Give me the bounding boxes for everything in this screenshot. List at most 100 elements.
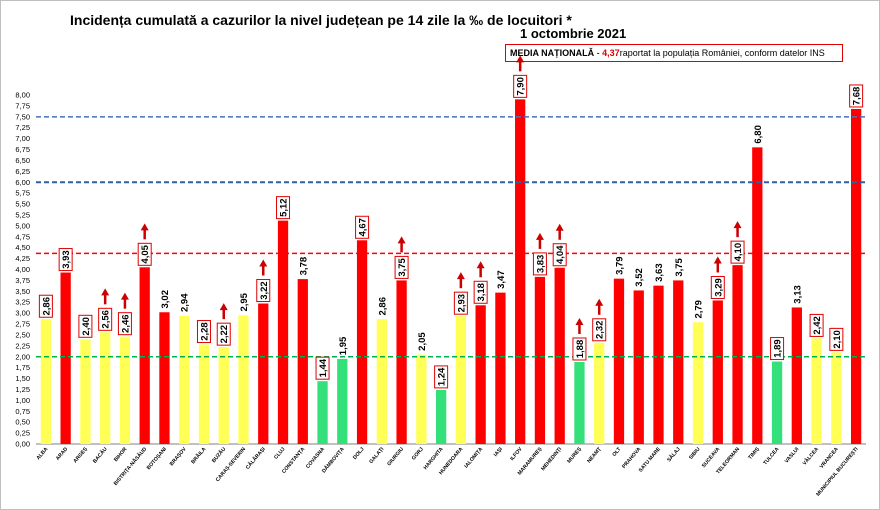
up-arrow-head-icon: [476, 261, 485, 269]
category-label: NEAMȚ: [586, 446, 603, 465]
value-label: 2,79: [694, 300, 705, 319]
bar: [100, 332, 111, 444]
category-label: ARAD: [55, 446, 69, 462]
value-label: 2,86: [41, 297, 52, 316]
bar: [218, 347, 229, 444]
category-label: BIHOR: [113, 446, 129, 463]
value-label: 2,28: [199, 322, 210, 341]
bar: [455, 316, 467, 444]
value-label-box: [434, 365, 449, 389]
bar: [712, 300, 723, 444]
bar: [811, 338, 822, 444]
national-average-value: 4,37: [602, 48, 620, 58]
category-label: SĂLAJ: [665, 446, 681, 464]
up-arrow-head-icon: [101, 288, 110, 296]
value-label: 4,67: [358, 218, 369, 237]
up-arrow-head-icon: [456, 272, 465, 280]
category-label: SIBIU: [688, 446, 702, 461]
y-tick-label: 5,50: [15, 200, 30, 209]
bar: [139, 267, 150, 444]
category-label: ARGEȘ: [72, 446, 89, 464]
value-label: 1,89: [773, 339, 784, 358]
y-tick-label: 4,75: [15, 232, 30, 241]
category-label: COVASNA: [305, 446, 326, 470]
value-label: 2,42: [812, 316, 823, 335]
category-label: VRANCEA: [819, 446, 840, 470]
bar: [692, 322, 704, 444]
bar: [258, 303, 269, 444]
category-label: ILFOV: [509, 446, 524, 462]
y-tick-label: 6,50: [15, 156, 30, 165]
value-label-box: [809, 313, 824, 337]
up-arrow-head-icon: [733, 221, 742, 229]
chart-date: 1 octombrie 2021: [520, 26, 627, 41]
value-label: 3,29: [713, 278, 724, 297]
bar: [831, 352, 842, 444]
y-tick-label: 3,50: [15, 287, 30, 296]
value-label-box: [315, 356, 330, 380]
y-tick-label: 8,00: [15, 91, 30, 100]
up-arrow-head-icon: [516, 55, 525, 63]
bar: [771, 361, 783, 444]
y-tick-label: 3,25: [15, 298, 30, 307]
up-arrow-head-icon: [120, 292, 129, 300]
y-tick-label: 7,25: [15, 123, 30, 132]
up-arrow-head-icon: [575, 317, 584, 325]
up-arrow-head-icon: [219, 303, 228, 311]
up-arrow-head-icon: [397, 236, 406, 244]
y-tick-label: 3,00: [15, 309, 30, 318]
value-label-box: [513, 74, 528, 98]
value-label: 2,10: [832, 330, 843, 349]
bar: [119, 336, 131, 444]
y-tick-label: 7,50: [15, 112, 30, 121]
y-tick-label: 3,75: [15, 276, 30, 285]
up-arrow-head-icon: [535, 232, 544, 240]
bar: [396, 280, 407, 444]
national-average-label: MEDIA NAȚIONALĂ: [510, 48, 595, 58]
y-tick-label: 2,00: [15, 352, 30, 361]
category-label: PRAHOVA: [621, 446, 642, 470]
bar: [337, 358, 348, 444]
value-label-box: [453, 291, 468, 315]
value-label: 1,44: [318, 358, 329, 377]
value-label: 3,79: [614, 256, 625, 275]
value-label-box: [552, 243, 567, 267]
value-label: 1,24: [437, 367, 448, 386]
value-label: 4,04: [555, 245, 566, 264]
value-label: 2,56: [101, 310, 112, 329]
bar: [594, 342, 605, 444]
up-arrow-head-icon: [140, 223, 149, 231]
y-tick-label: 2,75: [15, 320, 30, 329]
value-label-box: [592, 318, 607, 342]
bar: [534, 276, 546, 444]
value-label: 1,88: [575, 340, 586, 359]
y-tick-label: 4,00: [15, 265, 30, 274]
category-label: OLT: [611, 446, 623, 458]
category-label: GORJ: [411, 446, 425, 461]
value-label: 3,83: [535, 255, 546, 274]
value-label: 7,90: [516, 77, 527, 96]
y-tick-label: 6,25: [15, 167, 30, 176]
bar: [277, 220, 289, 444]
category-label: MUNICIPIUL BUCUREȘTI: [815, 446, 860, 498]
bar: [791, 307, 802, 444]
bar: [574, 361, 585, 444]
value-label: 3,75: [397, 257, 408, 276]
bar: [633, 290, 644, 444]
value-label: 4,10: [733, 243, 744, 262]
value-label-box: [849, 84, 864, 108]
y-tick-label: 6,75: [15, 145, 30, 154]
value-label: 3,52: [634, 268, 645, 287]
y-tick-label: 7,75: [15, 101, 30, 110]
category-label: MEHEDINȚI: [540, 446, 563, 472]
value-label: 2,40: [81, 317, 92, 336]
y-tick-label: 6,00: [15, 178, 30, 187]
value-label-box: [572, 337, 587, 361]
y-tick-label: 0,50: [15, 418, 30, 427]
category-label: BOTOȘANI: [146, 446, 168, 471]
bar: [495, 292, 506, 444]
y-tick-label: 7,00: [15, 134, 30, 143]
value-label-box: [355, 215, 370, 239]
category-label: IALOMIȚA: [463, 446, 484, 469]
